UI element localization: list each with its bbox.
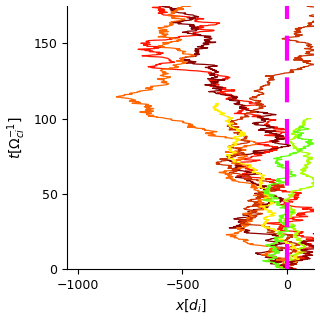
Y-axis label: $t[\Omega_{ci}^{-1}]$: $t[\Omega_{ci}^{-1}]$ [5,116,28,159]
X-axis label: $x[d_i]$: $x[d_i]$ [175,298,207,315]
